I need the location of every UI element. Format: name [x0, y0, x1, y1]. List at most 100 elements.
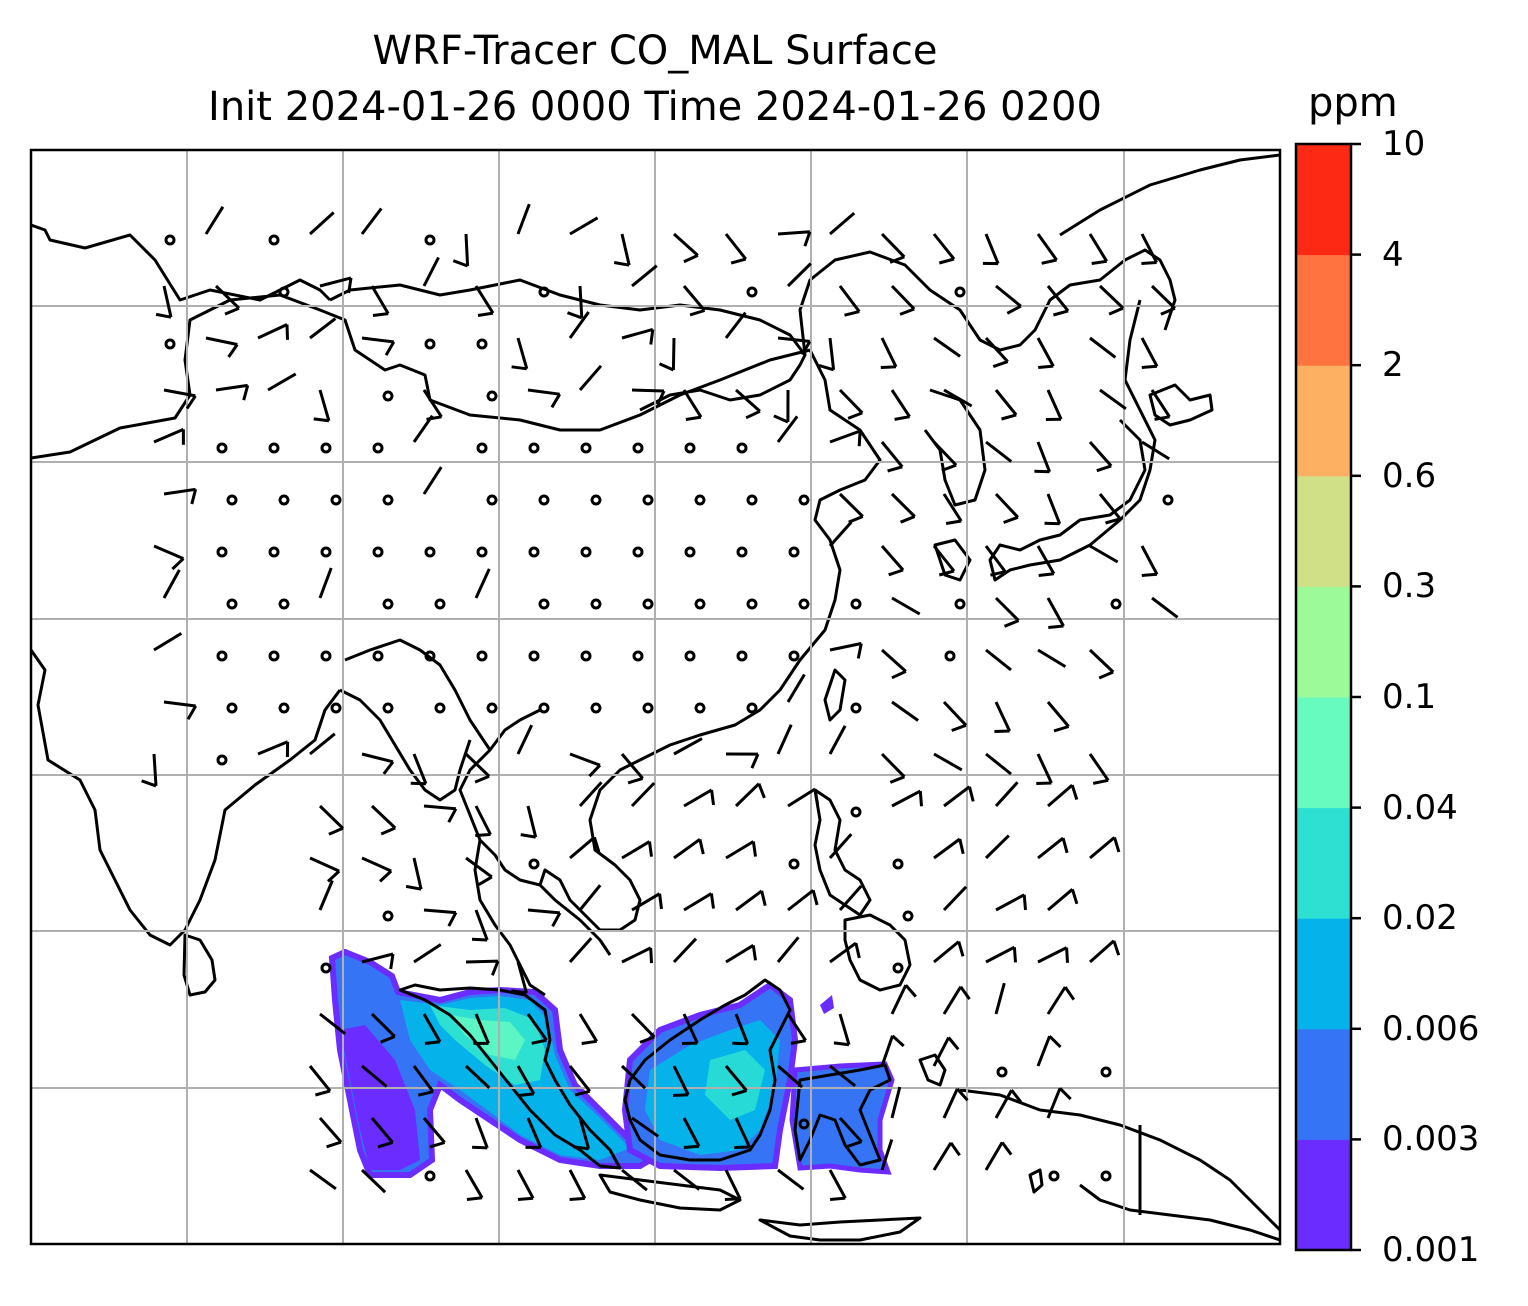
calm-wind-marker: [736, 546, 748, 558]
calm-wind-marker: [736, 442, 748, 454]
wind-barb: [1036, 337, 1055, 369]
calm-wind-marker: [642, 598, 654, 610]
wind-barb: [880, 752, 906, 784]
wind-barb: [631, 892, 663, 912]
colorbar-tick-label: 4: [1382, 234, 1404, 275]
japan-honshu-coastline: [988, 299, 1157, 582]
calm-wind-marker: [590, 494, 602, 506]
wind-barb: [360, 1168, 387, 1194]
wind-barb: [153, 632, 183, 652]
colorbar-tick-label: 10: [1382, 124, 1426, 164]
wind-barb: [1098, 284, 1125, 316]
wind-barb: [1150, 284, 1176, 316]
wind-barb: [319, 276, 353, 294]
calm-wind-marker: [528, 442, 540, 454]
new-guinea-coastline: [959, 1088, 1280, 1232]
calm-wind-marker: [476, 338, 488, 350]
calm-wind-marker: [424, 1170, 436, 1182]
wind-barb: [829, 642, 863, 659]
wind-barb: [569, 836, 601, 860]
wind-barb: [786, 1013, 807, 1045]
wind-barb: [1151, 596, 1179, 619]
calm-wind-marker: [268, 546, 280, 558]
wind-barb: [724, 1065, 748, 1097]
wind-barb: [1036, 233, 1058, 265]
calm-wind-marker: [892, 858, 904, 870]
calm-wind-marker: [528, 650, 540, 662]
wind-barb: [153, 544, 185, 571]
calm-wind-marker: [216, 546, 228, 558]
calm-wind-marker: [642, 702, 654, 714]
wind-barb: [776, 936, 800, 963]
calm-wind-marker: [320, 962, 332, 974]
calm-wind-marker: [216, 754, 228, 766]
wind-barb: [1046, 597, 1065, 629]
calm-wind-marker: [1048, 1170, 1060, 1182]
wind-barb: [829, 1064, 857, 1087]
wind-barb: [465, 856, 493, 886]
colorbar-tick-label: 0.006: [1382, 1008, 1480, 1049]
wind-barb: [933, 940, 965, 964]
wind-barb: [776, 724, 793, 755]
wind-barb: [773, 389, 790, 424]
wind-barb: [361, 1064, 388, 1088]
calm-wind-marker: [996, 1066, 1008, 1078]
wind-barb: [578, 1013, 598, 1045]
wind-barb: [1047, 783, 1079, 808]
wind-barb: [569, 216, 599, 236]
wind-barb: [725, 944, 757, 964]
calm-wind-marker: [278, 494, 290, 506]
wind-barb: [141, 753, 158, 788]
wind-barb: [204, 206, 225, 235]
wind-barb: [309, 1168, 337, 1191]
malay-peninsula-coastline: [473, 839, 546, 997]
wind-barb: [423, 804, 458, 823]
wind-barb: [880, 1034, 905, 1067]
calm-wind-marker: [694, 494, 706, 506]
wind-barb: [735, 388, 761, 420]
calm-wind-marker: [320, 442, 332, 454]
wind-barb: [658, 337, 676, 372]
borneo-tracer-peak: [705, 1050, 765, 1120]
wind-barb: [994, 492, 1019, 524]
wind-barb: [1046, 986, 1076, 1015]
calm-wind-marker: [580, 442, 592, 454]
wind-barb: [1088, 441, 1113, 473]
calm-wind-marker: [268, 650, 280, 662]
wind-barb: [1140, 545, 1159, 577]
wind-barb: [776, 415, 799, 443]
calm-wind-marker: [944, 650, 956, 662]
wind-barb: [361, 752, 395, 775]
calm-wind-marker: [684, 546, 696, 558]
wind-barb: [732, 1013, 749, 1046]
wind-barb: [155, 285, 173, 319]
wind-barb: [880, 648, 907, 680]
wind-barb: [520, 805, 538, 839]
wind-barb: [361, 952, 395, 970]
map-frame: [29, 148, 1282, 1246]
calm-wind-marker: [788, 546, 800, 558]
wind-barb: [984, 1141, 1013, 1171]
calm-wind-marker: [382, 598, 394, 610]
colorbar-tick-label: 2: [1382, 345, 1404, 386]
calm-wind-marker: [486, 702, 498, 714]
wind-barb: [370, 804, 397, 836]
calm-wind-marker: [746, 286, 758, 298]
wind-barb: [682, 1117, 701, 1149]
calm-wind-marker: [278, 286, 290, 298]
wind-barb: [1141, 440, 1170, 461]
wind-barb: [1088, 648, 1115, 680]
wind-barb: [724, 233, 747, 265]
wind-barb: [621, 327, 655, 345]
calm-wind-marker: [268, 442, 280, 454]
calm-wind-marker: [372, 546, 384, 558]
wind-barb: [891, 596, 921, 616]
wind-barb: [309, 317, 337, 340]
calm-wind-marker: [164, 338, 176, 350]
wind-barb: [890, 284, 916, 316]
wind-barb: [683, 892, 715, 912]
calm-wind-marker: [746, 598, 758, 610]
colorbar-band: [1296, 918, 1351, 1030]
calm-wind-marker: [538, 286, 550, 298]
calm-wind-marker: [684, 442, 696, 454]
